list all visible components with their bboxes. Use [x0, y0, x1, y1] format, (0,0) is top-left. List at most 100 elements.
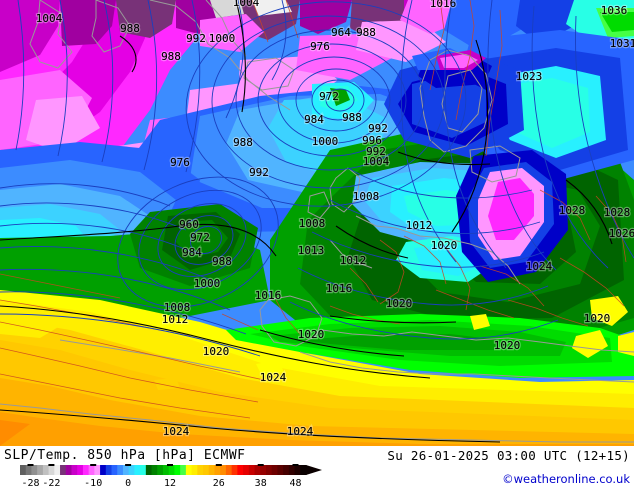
- isobar-label-text: 988: [161, 50, 181, 63]
- svg-text:1016: 1016: [326, 282, 353, 295]
- color-scale-tick-label: 48: [289, 478, 301, 489]
- isobar-label-text: 1031: [610, 37, 634, 50]
- isobar-label-text: 1020: [431, 239, 458, 252]
- svg-text:1031: 1031: [610, 37, 634, 50]
- weather-map-canvas[interactable]: 1004 1004 988 988 1004 1004 992 992 1000 1000 976 9…: [0, 0, 634, 446]
- color-scale-swatch: [65, 465, 73, 475]
- isobar-label-text: 1020: [584, 312, 611, 325]
- color-scale-swatch: [128, 465, 135, 475]
- isobar-label-text: 1024: [260, 371, 287, 384]
- color-scale-swatch: [25, 465, 33, 475]
- color-scale-swatch: [100, 465, 107, 475]
- svg-text:1020: 1020: [584, 312, 611, 325]
- isobar-label-text: 1026: [609, 227, 634, 240]
- color-scale-swatch: [265, 465, 273, 475]
- color-scale-swatch: [54, 465, 61, 475]
- color-scale-swatch: [88, 465, 95, 475]
- isobar-label-text: 996: [362, 134, 382, 147]
- svg-text:1008: 1008: [353, 190, 380, 203]
- color-scale-tick: [125, 464, 132, 466]
- svg-text:984: 984: [182, 246, 202, 259]
- color-scale-swatch: [48, 465, 55, 475]
- color-scale-swatch: [145, 465, 153, 475]
- isobar-label-text: 988: [233, 136, 253, 149]
- color-scale-svg: -28 -22 -10 0 12 26 38 48: [20, 464, 322, 489]
- color-scale-swatch: [260, 465, 267, 475]
- svg-text:988: 988: [342, 111, 362, 124]
- isobar-label-text: 1036: [601, 4, 628, 17]
- svg-text:1020: 1020: [386, 297, 413, 310]
- color-scale-swatch: [60, 465, 67, 475]
- svg-text:1004: 1004: [363, 155, 390, 168]
- isobar-label-text: 992: [186, 32, 206, 45]
- svg-text:1020: 1020: [203, 345, 230, 358]
- isobar-label-text: 1016: [255, 289, 282, 302]
- color-scale-swatch: [243, 465, 250, 475]
- svg-text:1024: 1024: [163, 425, 190, 438]
- color-scale-swatch: [77, 465, 84, 475]
- footer-bar: SLP/Temp. 850 hPa [hPa] ECMWF Su 26-01-2…: [0, 446, 634, 490]
- copyright-credit: ©weatheronline.co.uk: [502, 472, 630, 486]
- isobar-label-text: 988: [342, 111, 362, 124]
- isobar-label-text: 1012: [162, 313, 189, 326]
- isobar-label-text: 1016: [430, 0, 457, 10]
- isobar-label-text: 964: [331, 26, 351, 39]
- svg-text:964: 964: [331, 26, 351, 39]
- color-scale-tick-label: 12: [164, 478, 176, 489]
- svg-text:1000: 1000: [209, 32, 236, 45]
- isobar-label-text: 1028: [604, 206, 631, 219]
- color-scale-swatch: [277, 465, 284, 475]
- color-scale-tick-label: -10: [84, 478, 102, 489]
- color-scale-tick: [27, 464, 34, 466]
- isobar-label-text: 1000: [209, 32, 236, 45]
- color-scale-swatch: [225, 465, 233, 475]
- isobar-label-text: 1012: [406, 219, 433, 232]
- svg-text:1008: 1008: [164, 301, 191, 314]
- isobar-label-text: 972: [190, 231, 210, 244]
- svg-text:1016: 1016: [255, 289, 282, 302]
- color-scale-tick: [48, 464, 55, 466]
- isobar-label-text: 992: [368, 122, 388, 135]
- color-scale-swatch: [94, 465, 101, 475]
- svg-text:1020: 1020: [298, 328, 325, 341]
- color-scale-tick-label: 26: [213, 478, 225, 489]
- color-scale-swatch: [254, 465, 261, 475]
- color-scale-swatch: [294, 465, 301, 475]
- isobar-label-text: 1020: [298, 328, 325, 341]
- svg-text:1013: 1013: [298, 244, 325, 257]
- color-scale-swatch: [71, 465, 78, 475]
- color-scale-swatch: [288, 465, 296, 475]
- svg-text:1024: 1024: [526, 260, 553, 273]
- svg-text:976: 976: [310, 40, 330, 53]
- isobar-label-text: 992: [249, 166, 269, 179]
- isobar-layer: [0, 0, 634, 357]
- color-scale-tick: [90, 464, 97, 466]
